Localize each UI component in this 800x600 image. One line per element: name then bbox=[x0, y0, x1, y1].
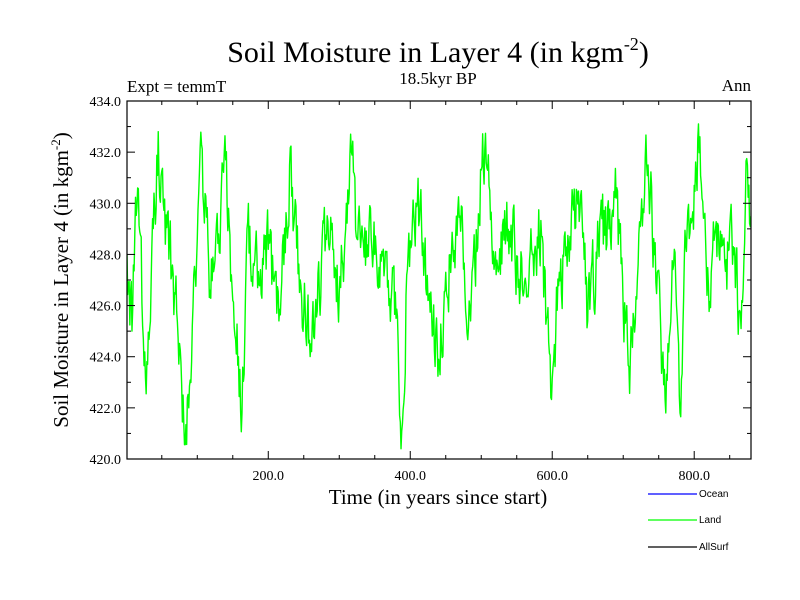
period-label: 18.5kyr BP bbox=[399, 69, 476, 88]
legend: Ocean Land AllSurf bbox=[648, 489, 729, 553]
experiment-label: Expt = temmT bbox=[127, 77, 227, 96]
y-tick-label: 428.0 bbox=[90, 248, 122, 263]
y-axis-label: Soil Moisture in Layer 4 (in kgm-2) bbox=[48, 132, 73, 427]
y-tick-label: 420.0 bbox=[90, 453, 122, 468]
y-tick-label: 422.0 bbox=[90, 402, 122, 417]
legend-land-label: Land bbox=[699, 515, 721, 526]
x-tick-label: 200.0 bbox=[253, 469, 285, 484]
chart-title-close: ) bbox=[639, 36, 649, 69]
line-chart: Soil Moisture in Layer 4 (in kgm-2) Expt… bbox=[0, 0, 800, 600]
legend-ocean-label: Ocean bbox=[699, 489, 728, 500]
y-tick-label: 424.0 bbox=[90, 351, 122, 366]
chart-title-main: Soil Moisture in Layer 4 (in kgm bbox=[227, 36, 624, 69]
chart-title: Soil Moisture in Layer 4 (in kgm-2) bbox=[227, 34, 649, 69]
y-tick-label: 434.0 bbox=[90, 95, 122, 110]
x-axis-label: Time (in years since start) bbox=[329, 485, 548, 509]
chart-title-sup: -2 bbox=[624, 34, 639, 54]
x-tick-label: 600.0 bbox=[536, 469, 568, 484]
series-land-line bbox=[127, 124, 751, 449]
y-axis-ticks: 420.0 422.0 424.0 426.0 428.0 430.0 432.0 434.0 bbox=[90, 95, 752, 468]
x-tick-label: 400.0 bbox=[394, 469, 426, 484]
y-tick-label: 430.0 bbox=[90, 197, 122, 212]
legend-allsurf-label: AllSurf bbox=[699, 542, 729, 553]
y-tick-label: 432.0 bbox=[90, 146, 122, 161]
y-axis-label-main: Soil Moisture in Layer 4 (in kgm bbox=[49, 150, 73, 428]
x-tick-label: 800.0 bbox=[678, 469, 710, 484]
y-tick-label: 426.0 bbox=[90, 300, 122, 315]
y-axis-label-close: ) bbox=[49, 132, 73, 139]
season-label: Ann bbox=[722, 76, 752, 95]
y-axis-label-sup: -2 bbox=[48, 139, 63, 150]
